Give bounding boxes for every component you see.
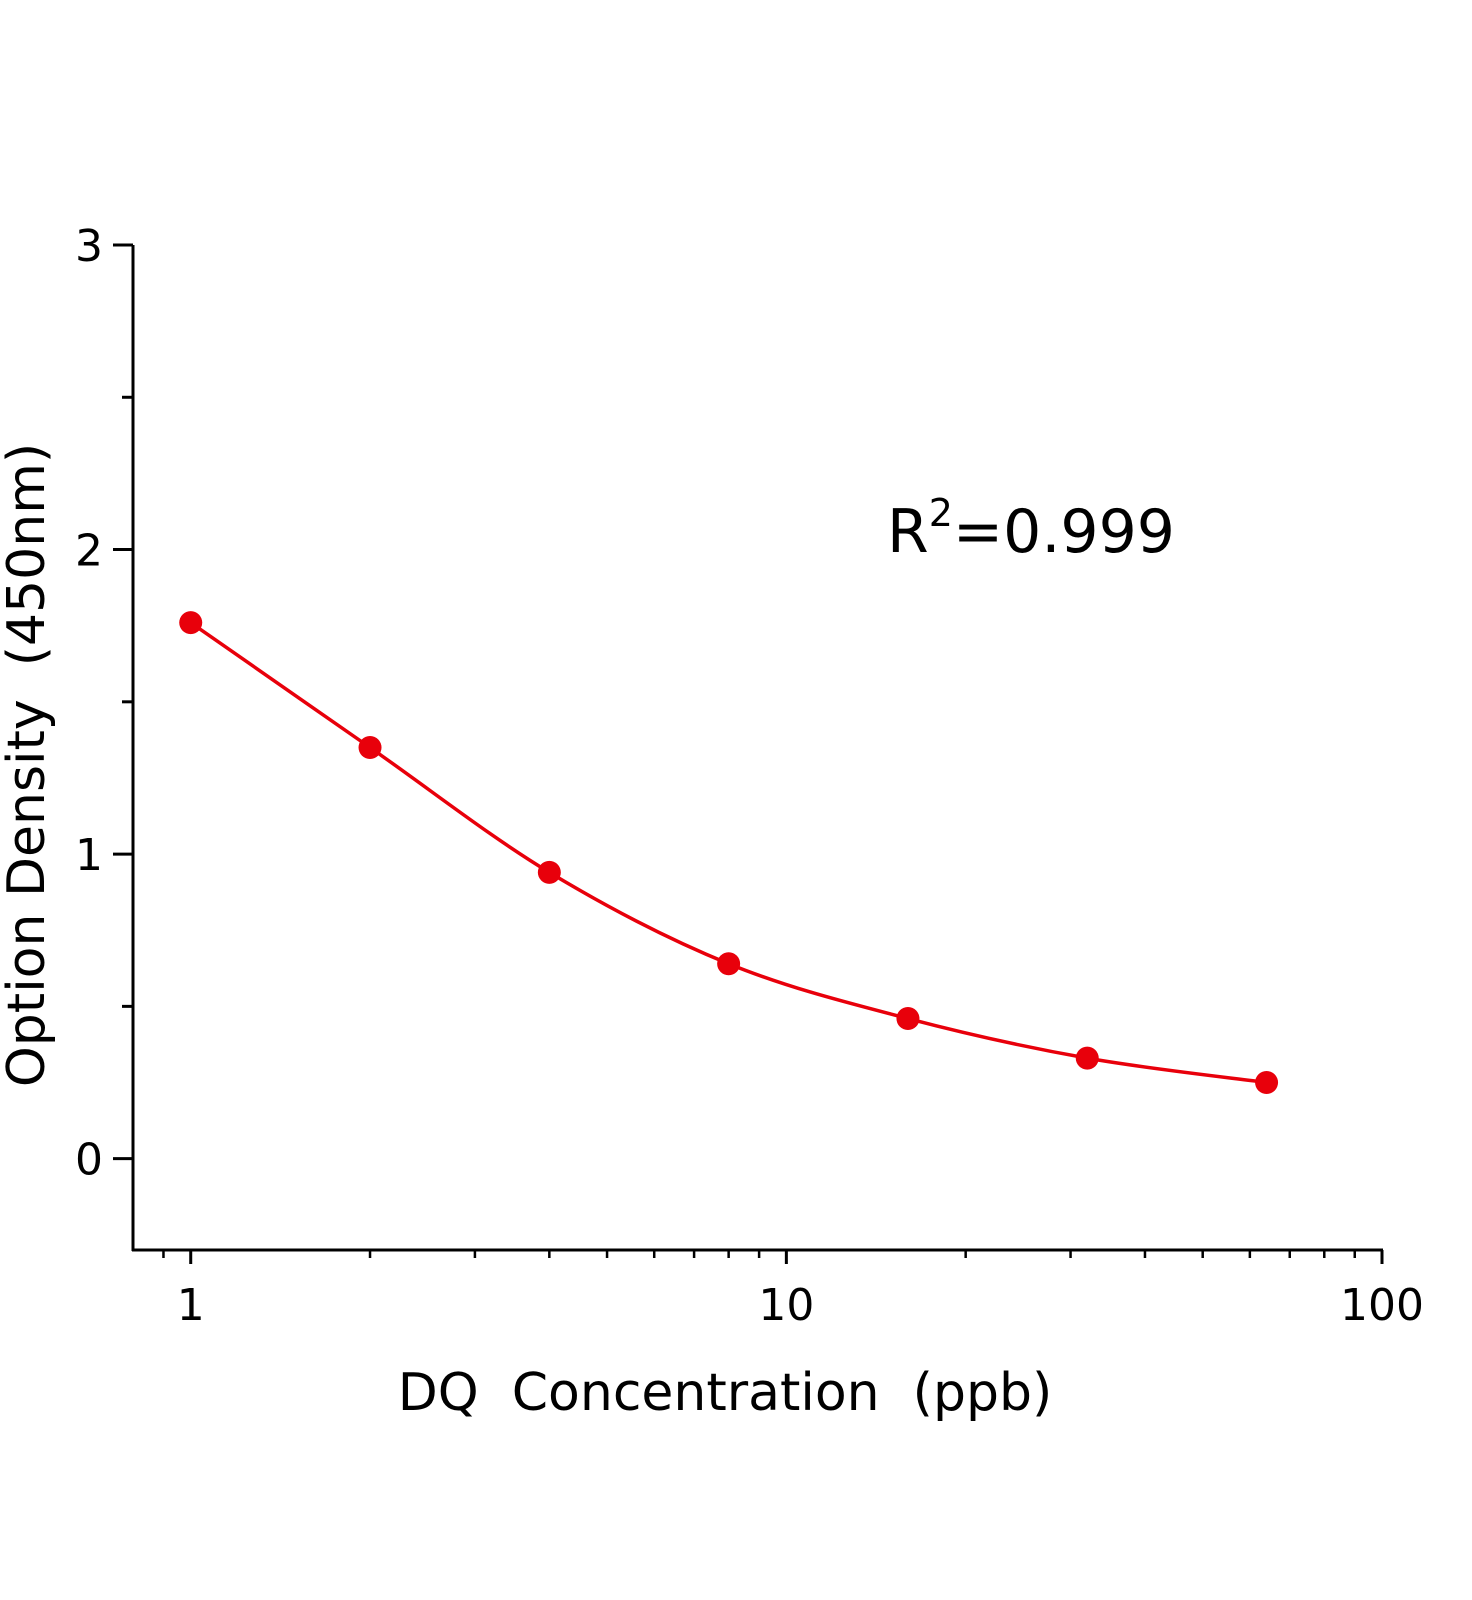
annotation-sup: 2 [929,491,953,535]
point [896,1007,920,1031]
point [358,736,382,759]
point [1075,1046,1099,1070]
y-tick-label: 3 [75,221,103,272]
y-tick-label: 2 [75,526,103,577]
point [179,611,203,635]
annotation: R2=0.999 [887,491,1175,567]
y-tick-label: 1 [75,830,103,881]
point [717,952,741,976]
x-tick-label: 100 [1340,1280,1424,1331]
annotation-text: =0.999 [953,497,1175,567]
fit-line [189,621,1267,1085]
x-axis-label: DQ Concentration (ppb) [398,1363,1053,1423]
x-tick-label: 10 [758,1280,814,1331]
annotation-base: R [887,497,929,567]
y-axis-label: Option Density (450nm) [0,443,57,1087]
point [537,860,561,884]
point [1255,1071,1279,1094]
y-tick-label: 0 [75,1135,103,1186]
x-tick-label: 1 [177,1280,205,1331]
